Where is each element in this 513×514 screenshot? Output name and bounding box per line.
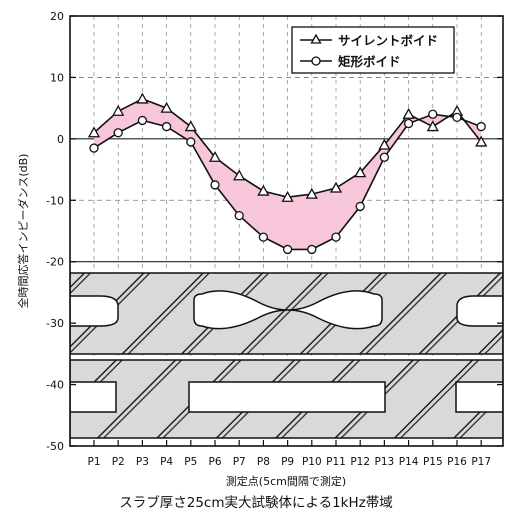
triangle-marker [281,190,294,202]
y-tick-label: 20 [50,10,64,23]
circle-marker [89,143,99,153]
triangle-marker [257,184,270,196]
void-upper-right [456,295,503,327]
triangle-marker [136,92,149,104]
circle-marker [331,232,341,242]
circle-marker [476,121,486,132]
x-tick-label: P1 [87,456,100,468]
void-lower-right [455,381,503,413]
circle-marker [210,180,220,190]
triangle-marker [426,120,439,132]
triangle-marker [402,107,415,119]
circle-marker [403,118,414,129]
circle-marker [234,210,244,221]
y-tick-label: -40 [46,379,64,392]
triangle-marker [475,135,488,147]
x-tick-label: P6 [208,456,221,468]
x-tick-label: P14 [399,456,419,468]
legend-label-1: サイレントボイド [338,33,438,48]
x-tick-label: P10 [302,456,322,468]
triangle-marker [184,120,197,132]
slab-upper [70,272,503,355]
circle-marker [355,201,365,212]
x-tick-label: P11 [326,456,346,468]
circle-marker [113,128,123,138]
circle-marker [428,109,438,119]
circle-marker [258,232,269,242]
triangle-marker [329,181,343,193]
y-tick-label: -20 [46,256,64,269]
void-upper-middle [193,290,383,330]
plot-frame [69,15,504,447]
series-layer [87,92,488,255]
legend-marker-triangle [310,33,322,44]
void-lower-middle [188,381,386,413]
x-tick-label: P17 [471,456,491,468]
circle-marker [379,152,390,162]
x-tick-label: P15 [423,456,443,468]
triangle-marker [233,169,246,181]
x-tick-label: P12 [350,456,370,468]
x-axis-label: 測定点(5cm間隔で測定) [226,474,346,488]
x-tick-label: P5 [184,456,197,468]
y-tick-label: -50 [46,440,64,453]
x-tick-label: P9 [281,456,294,468]
x-tick-label: P3 [136,456,149,468]
slab-cross-section [70,272,503,439]
legend-marker-circle [311,56,321,66]
chart-caption: スラブ厚さ25cm実大試験体による1kHz帯域 [119,494,393,511]
circle-marker [137,115,148,126]
legend: サイレントボイド 矩形ボイド [291,26,455,74]
void-lower-left [70,381,117,413]
difference-fill [94,98,482,250]
triangle-marker [112,104,125,116]
x-tick-label: P8 [257,456,270,468]
triangle-marker [160,101,173,113]
x-tick-label: P13 [375,456,395,468]
triangle-marker [208,150,222,162]
axis-layer: 20 10 0 -10 -20 -30 -40 -50 P1 P2 P3 P4 P5 P6 P7 P8 P9 P1… [46,10,503,468]
y-tick-label: -10 [46,194,64,207]
circle-marker [452,112,462,123]
legend-box [291,26,455,74]
legend-label-2: 矩形ボイド [338,54,401,69]
y-tick-label: 0 [57,133,64,146]
x-tick-label: P4 [160,456,173,468]
triangle-marker [87,126,101,138]
circle-marker [186,137,196,147]
x-tick-label: P16 [447,456,467,468]
circle-marker [307,244,317,255]
x-tick-label: P7 [233,456,246,468]
y-tick-label: -30 [46,317,64,330]
circle-marker [282,244,293,255]
y-tick-label: 10 [50,71,64,84]
triangle-marker [354,166,367,178]
x-tick-label: P2 [112,456,125,468]
triangle-marker [305,187,318,199]
void-upper-left [70,295,119,327]
circle-marker [161,121,172,132]
y-axis-label: 全時間応答インピーダンス(dB) [16,154,30,309]
difference-area [94,98,482,250]
triangle-marker [378,138,391,150]
